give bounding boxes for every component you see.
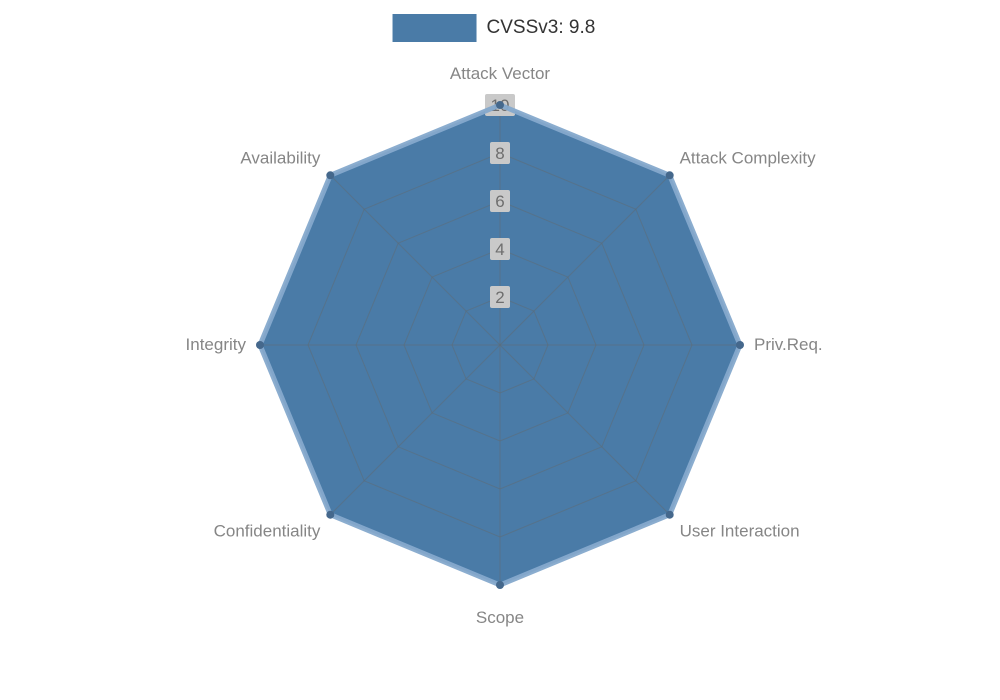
series-point — [496, 581, 504, 589]
axis-label: Integrity — [186, 335, 247, 354]
legend-swatch — [392, 14, 477, 42]
axis-label: Scope — [476, 608, 524, 627]
series-point — [326, 171, 335, 180]
series-point — [496, 101, 504, 109]
axis-label: Confidentiality — [214, 522, 321, 541]
legend-label: CVSSv3: 9.8 — [486, 17, 596, 38]
series-point — [665, 171, 674, 180]
axis-label: Availability — [240, 148, 321, 167]
series-point — [736, 341, 744, 349]
axis-spoke — [329, 344, 501, 516]
tick-label: 8 — [495, 144, 504, 163]
axis-spoke — [499, 174, 671, 346]
axis-label: Attack Vector — [450, 64, 550, 83]
axis-spoke — [499, 344, 671, 516]
tick-label: 4 — [495, 240, 504, 259]
chart-legend[interactable]: CVSSv3: 9.8 — [392, 14, 596, 42]
series-point — [326, 510, 335, 519]
tick-chip — [490, 238, 510, 260]
series-point — [256, 341, 264, 349]
series-point — [665, 510, 674, 519]
tick-label: 6 — [495, 192, 504, 211]
axis-label: Attack Complexity — [680, 148, 817, 167]
tick-chip — [490, 190, 510, 212]
tick-chip — [490, 286, 510, 308]
axis-spoke — [329, 174, 501, 346]
axis-label: Priv.Req. — [754, 335, 823, 354]
axis-label: User Interaction — [680, 522, 800, 541]
tick-label: 2 — [495, 288, 504, 307]
tick-chip — [490, 142, 510, 164]
